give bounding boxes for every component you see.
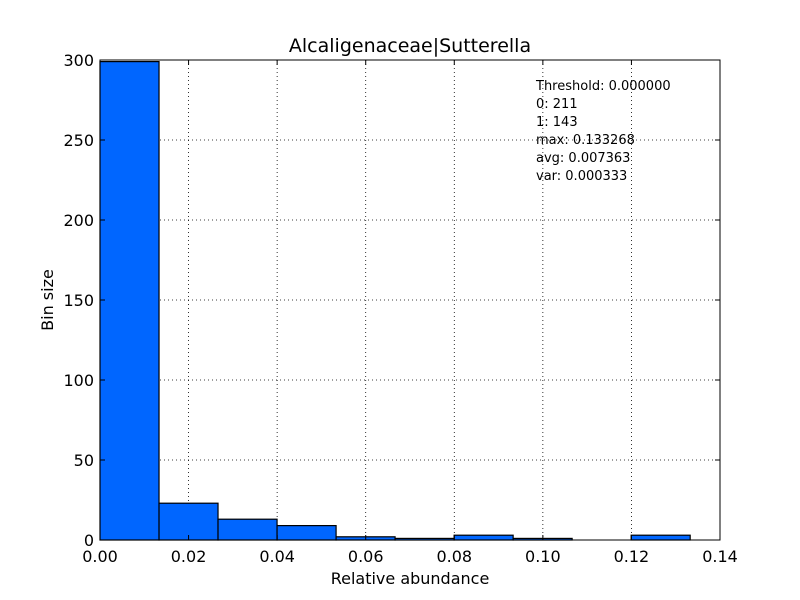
x-tick-label: 0.08 (436, 547, 472, 566)
y-tick-label: 200 (63, 211, 94, 230)
histogram-bar (217, 518, 278, 541)
histogram-bar (158, 502, 219, 541)
histogram-bar (99, 60, 160, 541)
x-tick-label: 0.14 (702, 547, 738, 566)
ticks-layer (99, 59, 721, 541)
histogram-bar (453, 534, 514, 541)
y-tick-labels: 0 50 100 150 200 250 300 (63, 51, 94, 550)
x-tick-label: 0.00 (82, 547, 118, 566)
y-tick-label: 100 (63, 371, 94, 390)
histogram-bar (276, 524, 337, 541)
x-tick-label: 0.04 (259, 547, 295, 566)
x-axis-label: Relative abundance (331, 569, 490, 588)
stats-annotation-line: var: 0.000333 (536, 169, 627, 184)
stats-annotation-line: 1: 143 (536, 115, 578, 130)
stats-annotation-line: Threshold: 0.000000 (535, 79, 671, 94)
stats-annotation-line: avg: 0.007363 (536, 151, 630, 166)
x-tick-label: 0.10 (525, 547, 561, 566)
x-tick-label: 0.06 (348, 547, 384, 566)
y-axis-label: Bin size (38, 269, 57, 331)
x-tick-labels: 0.00 0.02 0.04 0.06 0.08 0.10 0.12 0.14 (82, 547, 738, 566)
y-tick-label: 300 (63, 51, 94, 70)
stats-annotation-line: max: 0.133268 (536, 133, 635, 148)
x-tick-label: 0.12 (614, 547, 650, 566)
chart-title: Alcaligenaceae|Sutterella (289, 35, 531, 57)
histogram-bar (630, 534, 691, 541)
y-tick-label: 150 (63, 291, 94, 310)
y-tick-label: 0 (84, 531, 94, 550)
y-tick-label: 250 (63, 131, 94, 150)
y-tick-label: 50 (74, 451, 94, 470)
stats-annotation-line: 0: 211 (536, 97, 578, 112)
stats-annotations: Threshold: 0.000000 0: 211 1: 143 max: 0.13… (535, 79, 671, 184)
x-tick-label: 0.02 (171, 547, 207, 566)
